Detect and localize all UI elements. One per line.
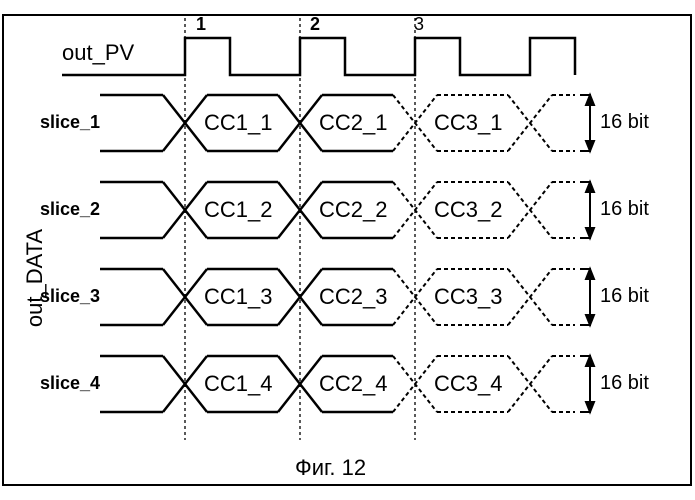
slice-1-label: slice_1 [40,112,100,133]
bit-label-3: 16 bit [600,285,649,308]
cell-2-3: CC2_3 [319,284,387,310]
cell-1-3: CC1_3 [204,284,272,310]
bit-label-1: 16 bit [600,111,649,134]
data-rows [0,0,695,500]
cell-3-1: CC3_1 [434,110,502,136]
cell-3-2: CC3_2 [434,197,502,223]
cell-3-3: CC3_3 [434,284,502,310]
cell-1-2: CC1_2 [204,197,272,223]
cell-1-1: CC1_1 [204,110,272,136]
cell-2-1: CC2_1 [319,110,387,136]
slice-3-label: slice_3 [40,286,100,307]
cell-2-4: CC2_4 [319,371,387,397]
cell-3-4: CC3_4 [434,371,502,397]
bit-label-4: 16 bit [600,372,649,395]
slice-2-label: slice_2 [40,199,100,220]
cell-1-4: CC1_4 [204,371,272,397]
cell-2-2: CC2_2 [319,197,387,223]
figure-caption: Фиг. 12 [295,455,366,481]
bit-brackets [580,95,594,412]
slice-4-label: slice_4 [40,373,100,394]
diagram-container: 1 2 3 out_PV out_DATA [0,0,695,500]
bit-label-2: 16 bit [600,198,649,221]
